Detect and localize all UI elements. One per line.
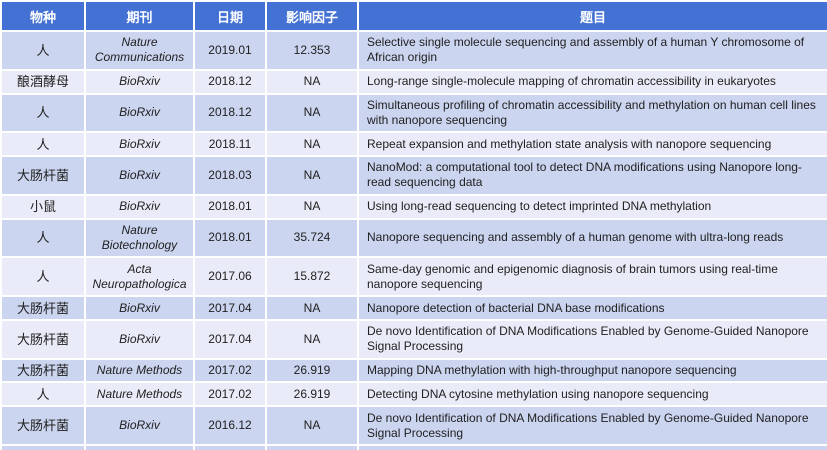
cell-date: 2018.01	[193, 217, 267, 259]
table-row: 人 Nature Biotechnology 2018.01 35.724 Na…	[0, 217, 827, 259]
cell-date: 2018.11	[193, 131, 267, 157]
stub-cell	[357, 444, 827, 450]
cell-date: 2018.12	[193, 68, 267, 95]
table-row: 人 Nature Methods 2017.02 26.919 Detectin…	[0, 381, 827, 407]
cell-title: De novo Identification of DNA Modificati…	[357, 405, 827, 446]
cell-impact-factor: NA	[265, 295, 359, 321]
table-row: 人 BioRxiv 2018.11 NA Repeat expansion an…	[0, 131, 827, 157]
cell-journal: BioRxiv	[84, 68, 195, 95]
cell-impact-factor: 26.919	[265, 357, 359, 384]
cell-impact-factor: NA	[265, 92, 359, 134]
cell-impact-factor: 12.353	[265, 30, 359, 71]
cell-date: 2017.04	[193, 318, 267, 360]
cell-date: 2018.01	[193, 193, 267, 220]
cell-journal: Nature Methods	[84, 381, 195, 407]
cell-impact-factor: 15.872	[265, 256, 359, 298]
header-row: 物种 期刊 日期 影响因子 题目	[0, 0, 827, 32]
cell-journal: BioRxiv	[84, 92, 195, 134]
cell-title: Simultaneous profiling of chromatin acce…	[357, 92, 827, 134]
cell-journal: BioRxiv	[84, 155, 195, 196]
cell-impact-factor: 35.724	[265, 217, 359, 259]
cell-journal: Nature Communications	[84, 30, 195, 71]
cell-journal: Nature Biotechnology	[84, 217, 195, 259]
cell-journal: Acta Neuropathologica	[84, 256, 195, 298]
table-row: 大肠杆菌 BioRxiv 2017.04 NA Nanopore detecti…	[0, 295, 827, 321]
cutoff-next-row	[0, 444, 827, 450]
cell-species: 大肠杆菌	[0, 295, 86, 321]
cell-impact-factor: NA	[265, 405, 359, 446]
cell-title: Using long-read sequencing to detect imp…	[357, 193, 827, 220]
cell-impact-factor: NA	[265, 193, 359, 220]
table-header: 物种 期刊 日期 影响因子 题目	[0, 0, 827, 32]
cell-species: 小鼠	[0, 193, 86, 220]
header-impact-factor: 影响因子	[265, 0, 359, 32]
cell-title: Long-range single-molecule mapping of ch…	[357, 68, 827, 95]
table-row: 人 BioRxiv 2018.12 NA Simultaneous profil…	[0, 92, 827, 134]
cell-date: 2017.06	[193, 256, 267, 298]
cell-title: Same-day genomic and epigenomic diagnosi…	[357, 256, 827, 298]
cell-date: 2017.02	[193, 357, 267, 384]
cell-species: 人	[0, 217, 86, 259]
cell-species: 大肠杆菌	[0, 357, 86, 384]
cell-journal: Nature Methods	[84, 357, 195, 384]
cell-title: Nanopore sequencing and assembly of a hu…	[357, 217, 827, 259]
cell-impact-factor: 26.919	[265, 381, 359, 407]
table-row: 小鼠 BioRxiv 2018.01 NA Using long-read se…	[0, 193, 827, 220]
header-journal: 期刊	[84, 0, 195, 32]
table-row: 大肠杆菌 Nature Methods 2017.02 26.919 Mappi…	[0, 357, 827, 384]
cell-title: De novo Identification of DNA Modificati…	[357, 318, 827, 360]
header-title: 题目	[357, 0, 827, 32]
cell-impact-factor: NA	[265, 318, 359, 360]
stub-cell	[0, 444, 86, 450]
cell-title: NanoMod: a computational tool to detect …	[357, 155, 827, 196]
cell-date: 2017.04	[193, 295, 267, 321]
table-row: 大肠杆菌 BioRxiv 2018.03 NA NanoMod: a compu…	[0, 155, 827, 196]
cell-impact-factor: NA	[265, 155, 359, 196]
header-date: 日期	[193, 0, 267, 32]
cell-impact-factor: NA	[265, 68, 359, 95]
cell-title: Mapping DNA methylation with high-throug…	[357, 357, 827, 384]
header-species: 物种	[0, 0, 86, 32]
cell-species: 人	[0, 381, 86, 407]
cell-journal: BioRxiv	[84, 405, 195, 446]
cell-date: 2018.03	[193, 155, 267, 196]
cell-title: Repeat expansion and methylation state a…	[357, 131, 827, 157]
table-row: 人 Nature Communications 2019.01 12.353 S…	[0, 30, 827, 71]
cell-journal: BioRxiv	[84, 193, 195, 220]
cell-date: 2016.12	[193, 405, 267, 446]
cell-species: 人	[0, 92, 86, 134]
cell-species: 酿酒酵母	[0, 68, 86, 95]
table-body: 人 Nature Communications 2019.01 12.353 S…	[0, 30, 827, 446]
stub-cell	[193, 444, 267, 450]
cell-species: 大肠杆菌	[0, 405, 86, 446]
cell-title: Selective single molecule sequencing and…	[357, 30, 827, 71]
cell-species: 人	[0, 256, 86, 298]
table-row: 大肠杆菌 BioRxiv 2017.04 NA De novo Identifi…	[0, 318, 827, 360]
cell-journal: BioRxiv	[84, 318, 195, 360]
cell-date: 2019.01	[193, 30, 267, 71]
table-row: 人 Acta Neuropathologica 2017.06 15.872 S…	[0, 256, 827, 298]
cell-date: 2018.12	[193, 92, 267, 134]
cell-species: 人	[0, 131, 86, 157]
cell-species: 人	[0, 30, 86, 71]
cell-species: 大肠杆菌	[0, 155, 86, 196]
cell-impact-factor: NA	[265, 131, 359, 157]
table-row: 大肠杆菌 BioRxiv 2016.12 NA De novo Identifi…	[0, 405, 827, 446]
cell-title: Detecting DNA cytosine methylation using…	[357, 381, 827, 407]
cell-date: 2017.02	[193, 381, 267, 407]
cell-title: Nanopore detection of bacterial DNA base…	[357, 295, 827, 321]
table-row: 酿酒酵母 BioRxiv 2018.12 NA Long-range singl…	[0, 68, 827, 95]
stub-cell	[265, 444, 359, 450]
cell-species: 大肠杆菌	[0, 318, 86, 360]
stub-cell	[84, 444, 195, 450]
table-foot	[0, 444, 827, 450]
cell-journal: BioRxiv	[84, 295, 195, 321]
cell-journal: BioRxiv	[84, 131, 195, 157]
